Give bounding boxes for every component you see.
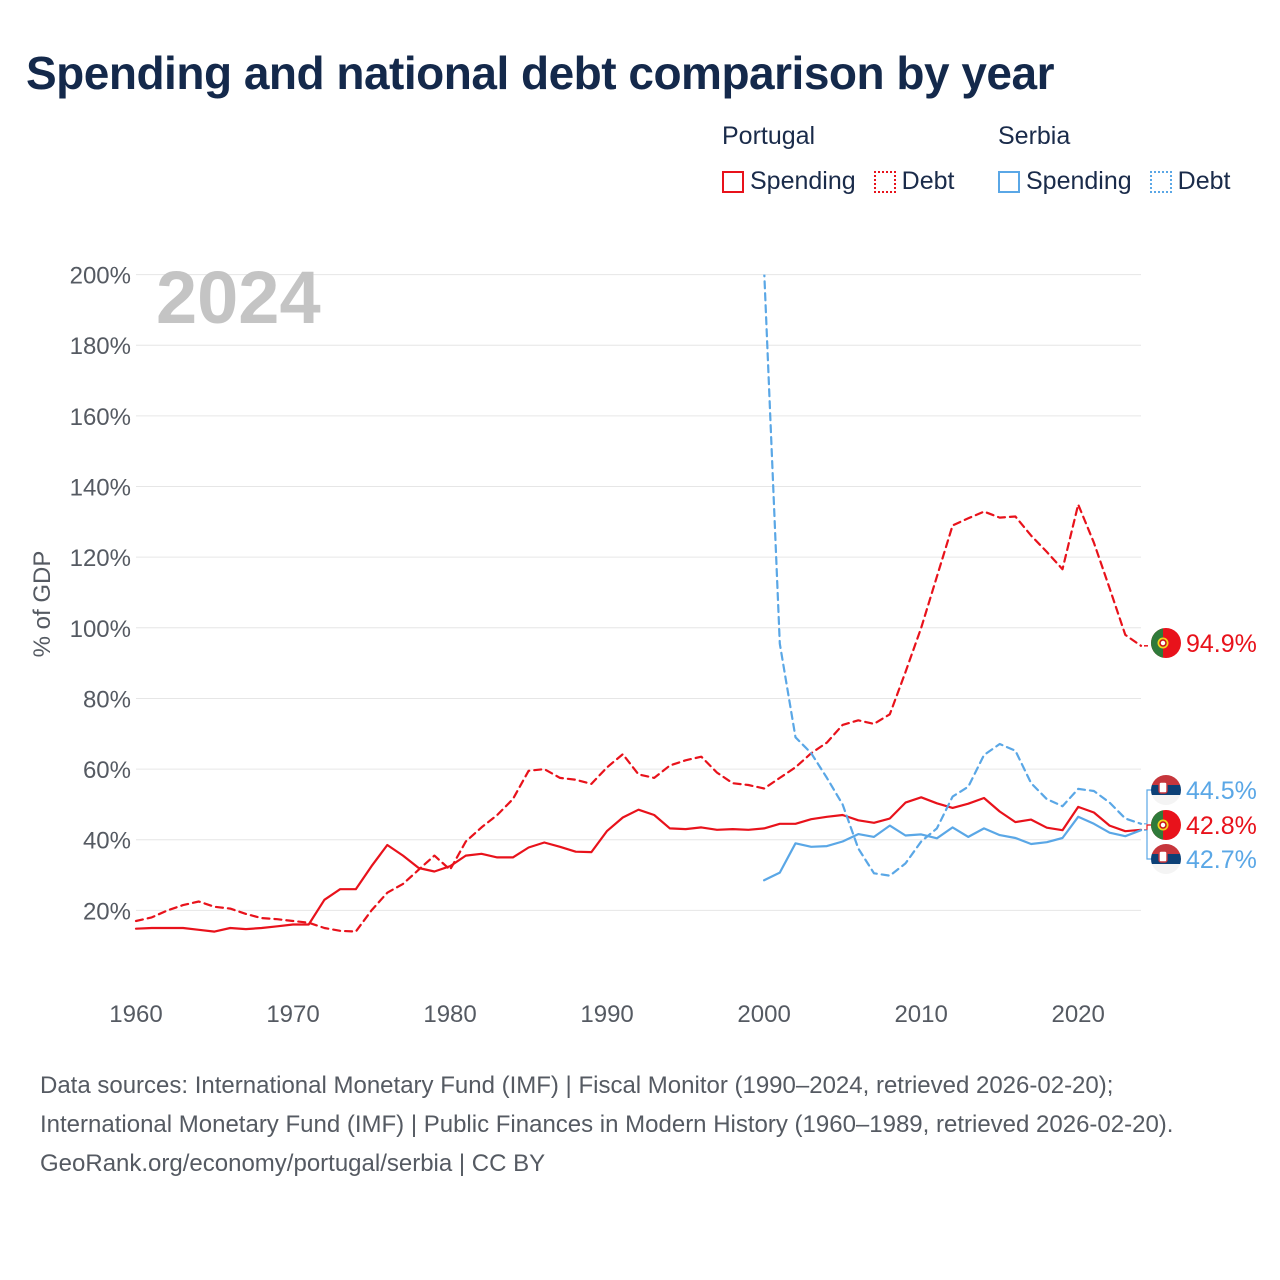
label-connector: [1144, 789, 1151, 825]
y-tick-label: 160%: [70, 404, 131, 431]
y-tick-label: 180%: [70, 333, 131, 360]
series-line-portugal-spending: [134, 796, 1143, 933]
x-tick-label: 2020: [1051, 1001, 1104, 1028]
legend-item-serbia-spending[interactable]: Spending: [998, 167, 1132, 196]
y-tick-label: 40%: [83, 828, 131, 855]
legend-country-serbia: Serbia: [998, 122, 1071, 150]
end-value-label: 42.8%: [1186, 812, 1257, 840]
x-tick-label: 1980: [423, 1001, 476, 1028]
x-tick-label: 2010: [894, 1001, 947, 1028]
legend-label: Spending: [1026, 167, 1132, 195]
legend-label: Debt: [1177, 167, 1231, 195]
legend-label: Debt: [901, 167, 955, 195]
end-value-label: 42.7%: [1186, 846, 1257, 874]
chart-title: Spending and national debt comparison by…: [26, 47, 1055, 99]
footer-sources: Data sources: International Monetary Fun…: [40, 1072, 1174, 1138]
legend-country-portugal: Portugal: [722, 122, 816, 150]
year-label: 2024: [156, 256, 321, 339]
series-line-serbia-debt: [763, 274, 1143, 877]
legend-swatch-dotted: [873, 170, 896, 193]
legend-group-portugal: Portugal Spending Debt: [722, 122, 954, 196]
y-tick-label: 80%: [83, 686, 131, 713]
legend-label: Spending: [750, 167, 856, 195]
x-tick-label: 1990: [580, 1001, 633, 1028]
y-axis-title: % of GDP: [29, 551, 56, 658]
legend-item-portugal-spending[interactable]: Spending: [722, 167, 856, 196]
y-tick-label: 60%: [83, 757, 131, 784]
y-tick-label: 20%: [83, 898, 131, 925]
legend-swatch-solid: [722, 170, 744, 193]
legend-item-portugal-debt[interactable]: Debt: [873, 167, 955, 196]
serbia-flag-icon: [1151, 775, 1181, 805]
line-chart: 20% 40% 60% 80% 100% 120% 140% 160% 180% 200% 1960…: [29, 256, 1257, 1028]
legend-swatch-solid: [998, 170, 1020, 193]
label-connector: [1144, 824, 1151, 831]
x-tick-label: 1960: [109, 1001, 162, 1028]
x-tick-label: 2000: [737, 1001, 790, 1028]
end-value-label: 44.5%: [1186, 777, 1257, 805]
serbia-flag-icon: [1151, 844, 1181, 874]
legend-group-serbia: Serbia Spending Debt: [998, 122, 1230, 196]
x-tick-label: 1970: [266, 1001, 319, 1028]
footer-credit[interactable]: GeoRank.org/economy/portugal/serbia | CC…: [40, 1150, 546, 1177]
series-line-portugal-debt: [134, 503, 1143, 933]
portugal-flag-icon: [1151, 810, 1181, 840]
series-line-serbia-spending: [762, 815, 1143, 882]
end-value-label: 94.9%: [1186, 630, 1257, 658]
legend-item-serbia-debt[interactable]: Debt: [1149, 167, 1231, 196]
legend-swatch-dotted: [1149, 170, 1172, 193]
label-connector: [1144, 829, 1151, 860]
portugal-flag-icon: [1151, 628, 1181, 658]
y-tick-label: 120%: [70, 545, 131, 572]
y-tick-label: 100%: [70, 616, 131, 643]
y-tick-label: 140%: [70, 475, 131, 502]
y-tick-label: 200%: [70, 263, 131, 290]
footer: Data sources: International Monetary Fun…: [40, 1066, 1240, 1183]
